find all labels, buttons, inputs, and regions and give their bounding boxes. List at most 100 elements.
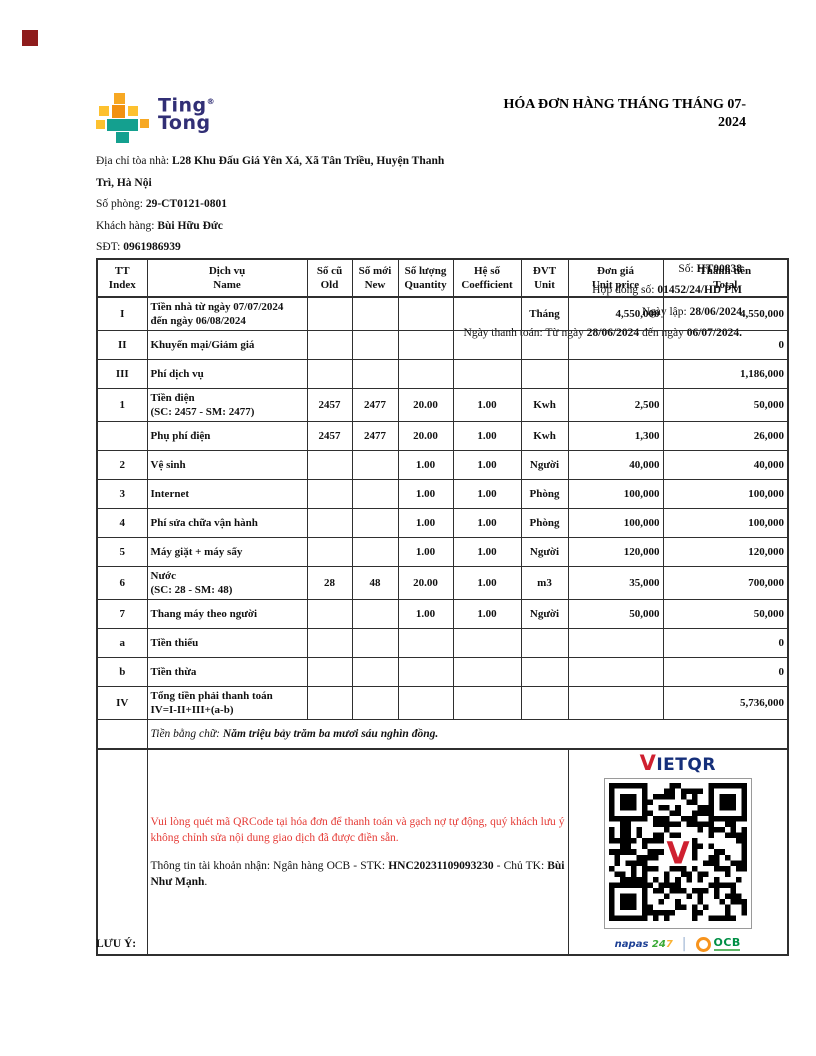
cell-tt: I bbox=[96, 296, 148, 331]
qr-warning-text: Vui lòng quét mã QRCode tại hóa đơn để t… bbox=[150, 816, 565, 844]
cell-unit bbox=[520, 330, 569, 360]
qr-code: V bbox=[603, 778, 752, 929]
cell-old bbox=[306, 628, 353, 658]
cell-coef: 1.00 bbox=[452, 450, 522, 480]
cell-qty: 1.00 bbox=[397, 450, 454, 480]
cell-name: Phụ phí điện bbox=[146, 421, 308, 451]
payment-brands: napas 247 | OCB bbox=[615, 936, 741, 952]
vietqr-panel: VIETQR V napas 247 | OCB bbox=[580, 752, 776, 952]
cell-tt bbox=[96, 719, 148, 750]
brand-divider: | bbox=[681, 936, 687, 952]
cell-new bbox=[351, 599, 399, 629]
cell-total: 120,000 bbox=[662, 537, 789, 567]
svg-text:V: V bbox=[666, 837, 689, 872]
cell-old bbox=[306, 599, 353, 629]
cell-qty: 1.00 bbox=[397, 508, 454, 538]
cell-total: 1,186,000 bbox=[662, 359, 789, 389]
cell-new bbox=[351, 537, 399, 567]
cell-coef: 1.00 bbox=[452, 479, 522, 509]
cell-coef bbox=[452, 628, 522, 658]
cell-new: 2477 bbox=[351, 388, 399, 422]
amount-in-words: Tiền bằng chữ: Năm triệu bảy trăm ba mươ… bbox=[146, 719, 789, 750]
cell-tt: II bbox=[96, 330, 148, 360]
cell-tt: 2 bbox=[96, 450, 148, 480]
cell-qty bbox=[397, 686, 454, 720]
cell-name: Nước (SC: 28 - SM: 48) bbox=[146, 566, 308, 600]
table-footer-rows: Tiền bằng chữ: Năm triệu bảy trăm ba mươ… bbox=[96, 719, 789, 956]
cell-old: 28 bbox=[306, 566, 353, 600]
corner-mark bbox=[22, 30, 38, 46]
cell-total: 26,000 bbox=[662, 421, 789, 451]
cell-name: Tiền điện (SC: 2457 - SM: 2477) bbox=[146, 388, 308, 422]
cell-price bbox=[567, 359, 664, 389]
cell-total: 0 bbox=[662, 330, 789, 360]
tingtong-logo-text: Ting® Tong bbox=[158, 94, 216, 135]
cell-qty bbox=[397, 359, 454, 389]
cell-unit: Người bbox=[520, 450, 569, 480]
cell-price: 120,000 bbox=[567, 537, 664, 567]
vietqr-logo: VIETQR bbox=[639, 751, 716, 775]
cell-qty bbox=[397, 628, 454, 658]
cell-coef: 1.00 bbox=[452, 421, 522, 451]
invoice-table: TT Index Dịch vụ Name Số cũ Old Số mới New Số lư… bbox=[96, 258, 789, 956]
cell-old bbox=[306, 296, 353, 331]
header-cell: Thành tiền Total bbox=[662, 258, 789, 298]
info-line: SĐT: 0961986939 bbox=[96, 241, 181, 253]
cell-name: Vệ sinh bbox=[146, 450, 308, 480]
header-cell: Số mới New bbox=[351, 258, 399, 298]
cell-name: Tiền nhà từ ngày 07/07/2024 đến ngày 06/0… bbox=[146, 296, 308, 331]
cell-price bbox=[567, 628, 664, 658]
cell-price: 1,300 bbox=[567, 421, 664, 451]
cell-old bbox=[306, 686, 353, 720]
cell-unit bbox=[520, 686, 569, 720]
cell-unit bbox=[520, 657, 569, 687]
cell-name: Tiền thừa bbox=[146, 657, 308, 687]
cell-coef: 1.00 bbox=[452, 388, 522, 422]
cell-unit: Tháng bbox=[520, 296, 569, 331]
cell-new bbox=[351, 330, 399, 360]
cell-tt: 4 bbox=[96, 508, 148, 538]
cell-price: 2,500 bbox=[567, 388, 664, 422]
ocb-tagline bbox=[713, 948, 740, 951]
cell-coef bbox=[452, 686, 522, 720]
cell-tt: IV bbox=[96, 686, 148, 720]
invoice-info-left: Địa chỉ tòa nhà: L28 Khu Đấu Giá Yên Xá,… bbox=[96, 151, 461, 259]
cell-qty bbox=[397, 296, 454, 331]
cell-unit: Phòng bbox=[520, 479, 569, 509]
cell-qty: 20.00 bbox=[397, 421, 454, 451]
table-row: 7 Thang máy theo người 1.00 1.00 Người 50,000… bbox=[96, 599, 789, 629]
table-row: a Tiền thiếu 0 bbox=[96, 628, 789, 658]
cell-unit: Người bbox=[520, 599, 569, 629]
cell-name: Khuyến mại/Giảm giá bbox=[146, 330, 308, 360]
cell-qty bbox=[397, 330, 454, 360]
table-row: 1 Tiền điện (SC: 2457 - SM: 2477) 2457 2477 2… bbox=[96, 388, 789, 422]
table-row: 3 Internet 1.00 1.00 Phòng 100,000 100,000 bbox=[96, 479, 789, 509]
cell-total: 5,736,000 bbox=[662, 686, 789, 720]
tingtong-logo-icon bbox=[96, 93, 150, 143]
cell-old bbox=[306, 330, 353, 360]
cell-coef bbox=[452, 330, 522, 360]
cell-qty: 20.00 bbox=[397, 388, 454, 422]
cell-unit bbox=[520, 359, 569, 389]
account-info-text: Thông tin tài khoản nhận: Ngân hàng OCB … bbox=[150, 860, 565, 888]
cell-old bbox=[306, 479, 353, 509]
cell-old: 2457 bbox=[306, 421, 353, 451]
cell-total: 100,000 bbox=[662, 508, 789, 538]
cell-new bbox=[351, 628, 399, 658]
footer-note: LƯU Ý: bbox=[96, 938, 137, 950]
cell-tt: III bbox=[96, 359, 148, 389]
cell-name: Thang máy theo người bbox=[146, 599, 308, 629]
cell-old bbox=[306, 508, 353, 538]
qr-cell: VIETQR V napas 247 | OCB bbox=[567, 748, 789, 956]
cell-qty: 1.00 bbox=[397, 537, 454, 567]
cell-coef bbox=[452, 296, 522, 331]
cell-total: 100,000 bbox=[662, 479, 789, 509]
cell-total: 0 bbox=[662, 628, 789, 658]
amount-in-words-row: Tiền bằng chữ: Năm triệu bảy trăm ba mươ… bbox=[96, 719, 789, 750]
cell-new bbox=[351, 657, 399, 687]
cell-price: 100,000 bbox=[567, 508, 664, 538]
cell-name: Phí dịch vụ bbox=[146, 359, 308, 389]
table-row: I Tiền nhà từ ngày 07/07/2024 đến ngày 06/… bbox=[96, 296, 789, 331]
cell-coef: 1.00 bbox=[452, 508, 522, 538]
